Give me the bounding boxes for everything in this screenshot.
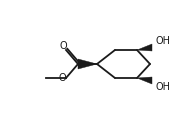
Text: O: O [58,73,66,83]
Text: O: O [59,41,67,51]
Polygon shape [137,44,152,51]
Text: OH: OH [155,82,170,92]
Polygon shape [137,77,152,84]
Text: OH: OH [155,36,170,46]
Polygon shape [78,59,97,69]
